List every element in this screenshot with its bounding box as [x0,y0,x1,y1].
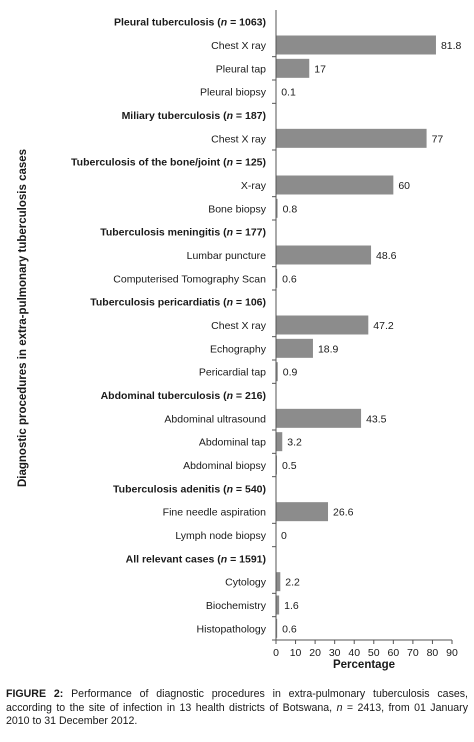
chart-rows: Pleural tuberculosis (n = 1063) Chest X r… [71,17,462,638]
bar [276,502,329,522]
x-axis-title: Percentage [333,659,395,671]
bar [276,618,278,638]
x-tick-label: 70 [407,647,419,659]
data-label: 0.9 [283,367,298,379]
data-label: 1.6 [284,600,299,612]
caption-text-1: Performance of diagnostic procedures in … [6,688,468,714]
data-label: 26.6 [333,507,354,519]
figure-caption: FIGURE 2: Performance of diagnostic proc… [6,688,468,729]
bar [276,315,369,335]
row-label: Bone biopsy [208,203,267,215]
bar [276,35,436,55]
data-label: 0.6 [282,273,297,285]
x-tick-label: 30 [329,647,341,659]
data-label: 3.2 [287,437,302,449]
row-label: Histopathology [197,623,267,635]
bar [276,245,372,265]
data-label: 47.2 [373,320,394,332]
data-label: 43.5 [366,413,387,425]
data-label: 48.6 [376,250,397,262]
group-header: Pleural tuberculosis (n = 1063) [114,17,266,29]
data-label: 60 [398,180,410,192]
data-label: 81.8 [441,40,462,52]
row-label: Abdominal tap [199,437,266,449]
bar [276,128,427,148]
extrapulmonary-tb-bar-chart: Pleural tuberculosis (n = 1063) Chest X r… [17,10,462,671]
x-tick-label: 20 [309,647,321,659]
group-header: Tuberculosis of the bone/joint (n = 125) [71,157,266,169]
group-header: Miliary tuberculosis (n = 187) [122,110,266,122]
x-tick-label: 60 [387,647,399,659]
x-tick-label: 50 [368,647,380,659]
row-label: Chest X ray [211,133,267,145]
data-label: 0 [281,530,287,542]
group-header: Tuberculosis pericardiatis (n = 106) [90,297,266,309]
row-label: Abdominal ultrasound [164,413,266,425]
x-tick-label: 90 [446,647,458,659]
data-label: 17 [314,63,326,75]
row-label: Biochemistry [206,600,267,612]
data-label: 18.9 [318,343,339,355]
x-tick-label: 40 [348,647,360,659]
group-header: Tuberculosis adenitis (n = 540) [113,483,266,495]
data-label: 77 [432,133,444,145]
x-tick-label: 80 [427,647,439,659]
row-label: Pericardial tap [199,367,266,379]
data-label: 0.1 [281,87,296,99]
group-header: All relevant cases (n = 1591) [126,553,266,565]
figure-label: FIGURE 2: [6,688,64,700]
row-label: Lumbar puncture [187,250,267,262]
data-label: 0.6 [282,623,297,635]
bar [276,572,281,592]
group-header: Abdominal tuberculosis (n = 216) [101,390,266,402]
bar [276,58,310,78]
bar [276,198,278,218]
bar [276,432,283,452]
bar [276,408,362,428]
chart-axes: 0 10 20 30 40 50 60 70 80 90 [272,10,458,659]
row-label: Fine needle aspiration [163,507,266,519]
row-label: Lymph node biopsy [175,530,266,542]
row-label: Echography [210,343,267,355]
row-label: Computerised Tomography Scan [113,273,266,285]
bar [276,362,278,382]
row-label: Abdominal biopsy [183,460,267,472]
caption-text-2: = 2413, from 01 January 2010 to 31 Decem… [6,701,468,728]
row-label: X-ray [241,180,267,192]
row-label: Cytology [225,577,267,589]
row-label: Pleural biopsy [200,87,267,99]
bar [276,175,394,195]
x-tick-label: 10 [290,647,302,659]
row-label: Pleural tap [216,63,266,75]
caption-n-italic: n [336,701,343,714]
data-label: 2.2 [285,577,300,589]
bar [276,268,278,288]
data-label: 0.8 [283,203,298,215]
row-label: Chest X ray [211,320,267,332]
group-header: Tuberculosis meningitis (n = 177) [100,227,266,239]
bar [276,338,313,358]
data-label: 0.5 [282,460,297,472]
bar [276,595,280,615]
y-axis-title: Diagnostic procedures in extra-pulmonary… [17,149,29,487]
row-label: Chest X ray [211,40,267,52]
x-tick-label: 0 [273,647,279,659]
